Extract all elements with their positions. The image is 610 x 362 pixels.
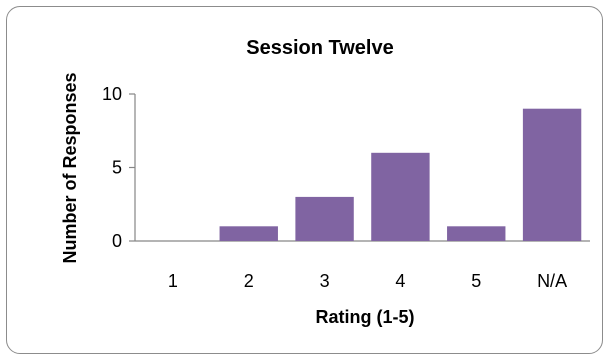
- y-tick-label: 5: [112, 158, 122, 178]
- x-tick-label: N/A: [537, 271, 567, 291]
- y-axis-title: Number of Responses: [60, 72, 80, 263]
- x-tick-label: 2: [244, 271, 254, 291]
- x-axis-title: Rating (1-5): [316, 307, 415, 327]
- y-tick-label: 10: [102, 84, 122, 104]
- x-tick-label: 3: [320, 271, 330, 291]
- y-tick-label: 0: [112, 231, 122, 251]
- x-tick-label: 5: [471, 271, 481, 291]
- chart-frame: [6, 6, 603, 354]
- bar-3: [295, 196, 354, 241]
- plot-area: 0 5 10 1 2 3 4 5 N/A: [102, 84, 590, 291]
- bar-4: [371, 152, 430, 241]
- chart-title: Session Twelve: [246, 37, 393, 59]
- bar-5: [447, 226, 506, 241]
- x-tick-label: 4: [395, 271, 405, 291]
- x-tick-label: 1: [168, 271, 178, 291]
- bar-na: [522, 108, 582, 241]
- bar-2: [219, 226, 278, 241]
